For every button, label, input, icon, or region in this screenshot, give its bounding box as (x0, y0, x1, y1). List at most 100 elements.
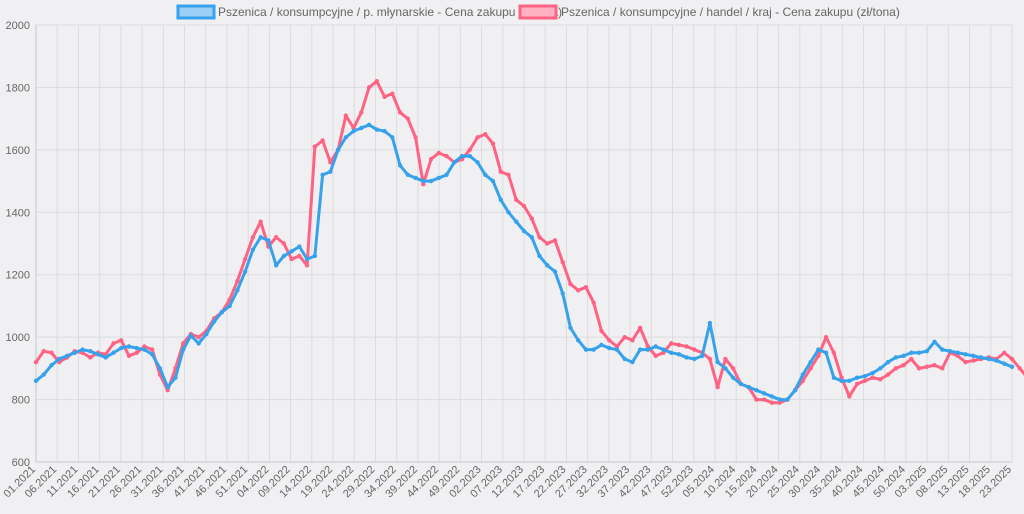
data-point (444, 172, 449, 178)
data-point (754, 397, 759, 402)
data-point (878, 377, 883, 382)
data-point (932, 363, 937, 368)
data-point (1017, 366, 1022, 371)
y-tick-label: 2000 (6, 20, 30, 32)
data-point (971, 353, 976, 359)
data-point (444, 153, 449, 159)
data-point (366, 85, 372, 90)
data-point (692, 356, 697, 362)
data-point (452, 160, 457, 165)
data-point (374, 78, 380, 84)
data-point (413, 175, 418, 181)
data-point (103, 355, 108, 360)
data-point (932, 339, 937, 345)
data-point (552, 238, 558, 243)
data-point (328, 160, 333, 165)
data-point (490, 178, 496, 184)
data-point (676, 342, 682, 348)
data-point (57, 356, 62, 362)
data-point (405, 116, 411, 121)
data-point (72, 350, 77, 355)
data-point (754, 388, 759, 393)
data-point (289, 256, 294, 262)
data-point (33, 378, 39, 384)
chart-legend: Pszenica / konsumpcyjne / p. młynarskie … (176, 4, 900, 20)
data-point (854, 381, 860, 387)
data-point (800, 372, 806, 377)
legend-label[interactable]: Pszenica / konsumpcyjne / p. młynarskie … (218, 5, 562, 19)
y-tick-label: 1000 (6, 332, 30, 344)
data-point (119, 338, 124, 343)
data-point (421, 181, 426, 187)
data-point (707, 320, 713, 326)
legend-swatch[interactable] (518, 4, 558, 20)
data-point (111, 341, 116, 346)
data-point (847, 378, 852, 384)
data-point (614, 344, 620, 349)
data-point (88, 348, 93, 354)
data-point (560, 291, 565, 296)
data-point (111, 350, 116, 355)
data-point (134, 345, 139, 351)
data-point (483, 132, 488, 137)
data-point (792, 388, 798, 393)
data-point (250, 235, 256, 240)
data-point (622, 356, 627, 362)
data-point (940, 347, 945, 352)
data-point (684, 355, 689, 360)
data-point (397, 163, 403, 168)
data-point (963, 359, 968, 365)
data-point (304, 256, 310, 262)
data-point (41, 348, 46, 354)
data-point (529, 216, 534, 221)
series-1 (33, 122, 1015, 402)
data-point (514, 219, 519, 224)
data-point (157, 366, 163, 371)
data-point (211, 319, 217, 324)
data-point (862, 378, 868, 384)
y-tick-label: 1600 (6, 145, 30, 157)
data-point (273, 235, 279, 240)
data-point (506, 210, 511, 215)
data-point (126, 353, 132, 359)
data-point (273, 263, 279, 268)
data-point (684, 344, 689, 349)
data-point (955, 350, 960, 355)
data-point (366, 122, 372, 128)
data-point (475, 160, 480, 165)
data-point (978, 355, 984, 360)
data-point (777, 400, 782, 405)
data-point (88, 355, 93, 360)
data-point (397, 110, 403, 115)
data-point (637, 325, 643, 330)
data-point (723, 356, 728, 362)
data-point (947, 348, 953, 354)
data-point (49, 363, 54, 368)
data-point (421, 178, 426, 184)
data-point (1009, 364, 1015, 369)
data-point (785, 397, 790, 402)
data-point (653, 353, 658, 359)
data-point (467, 153, 472, 159)
data-point (343, 135, 349, 140)
data-point (165, 388, 170, 393)
legend-label[interactable]: Pszenica / konsumpcyjne / handel / kraj … (561, 5, 900, 19)
data-point (436, 175, 441, 181)
chart-grid (35, 24, 1013, 463)
data-point (699, 353, 705, 359)
data-point (839, 378, 844, 384)
data-point (312, 144, 318, 149)
data-point (816, 347, 821, 352)
data-point (591, 347, 596, 352)
data-point (258, 219, 263, 224)
data-point (568, 325, 573, 330)
data-point (599, 328, 604, 334)
data-point (359, 125, 364, 131)
data-point (49, 350, 54, 355)
data-point (281, 241, 287, 246)
data-point (436, 150, 441, 156)
legend-swatch[interactable] (176, 4, 216, 20)
data-point (188, 333, 194, 338)
data-point (769, 394, 775, 399)
data-point (142, 344, 147, 349)
